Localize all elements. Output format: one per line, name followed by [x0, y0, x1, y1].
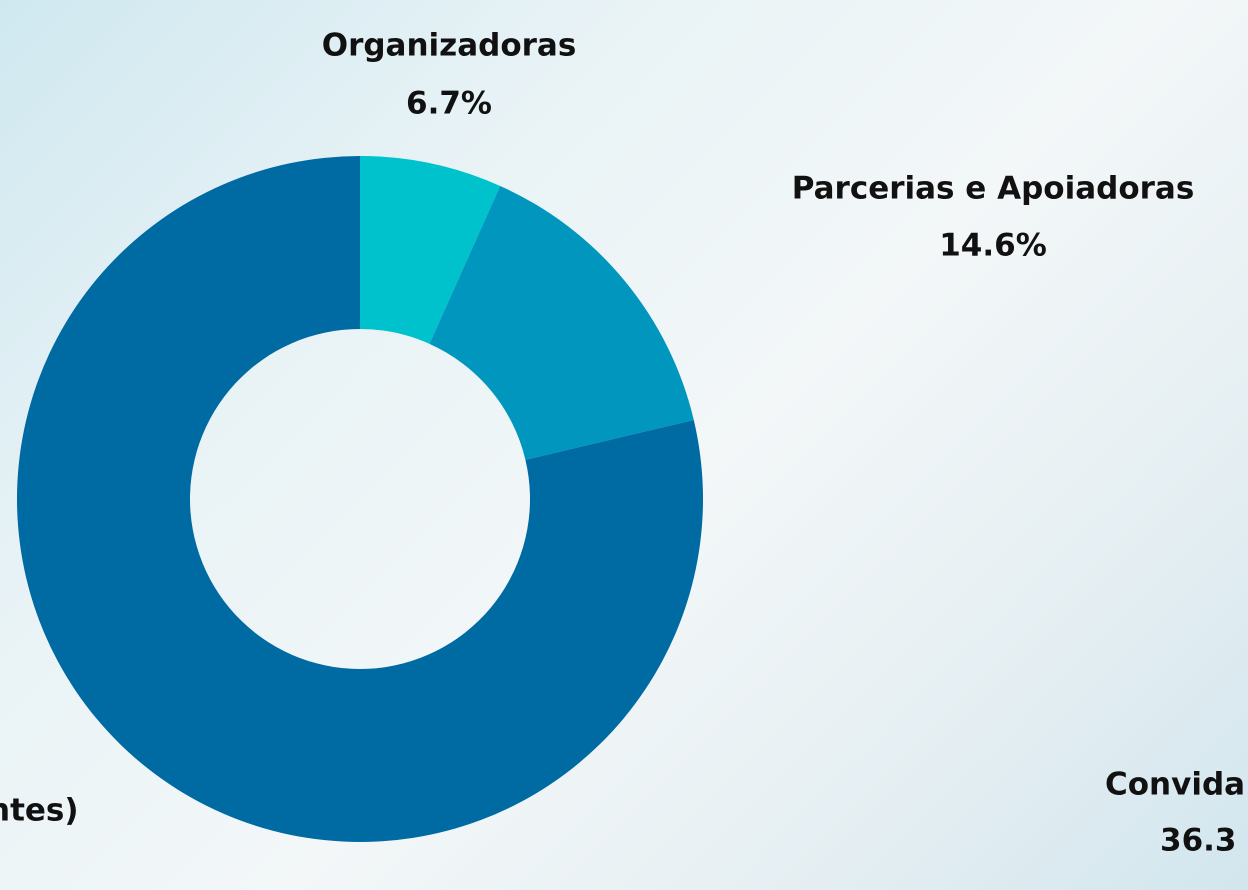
- value-label: 14.6%: [939, 228, 1047, 264]
- slice: [16, 156, 703, 842]
- annotation: 36.3: [1160, 823, 1237, 859]
- slice-label: Parcerias e Apoiadoras: [792, 171, 1195, 207]
- slice: [429, 185, 694, 460]
- annotation: Convida: [1105, 767, 1245, 803]
- slice-label: ntes): [0, 793, 79, 829]
- slice: [360, 156, 501, 344]
- slice-label: Organizadoras: [322, 28, 577, 64]
- value-label: 6.7%: [406, 86, 492, 122]
